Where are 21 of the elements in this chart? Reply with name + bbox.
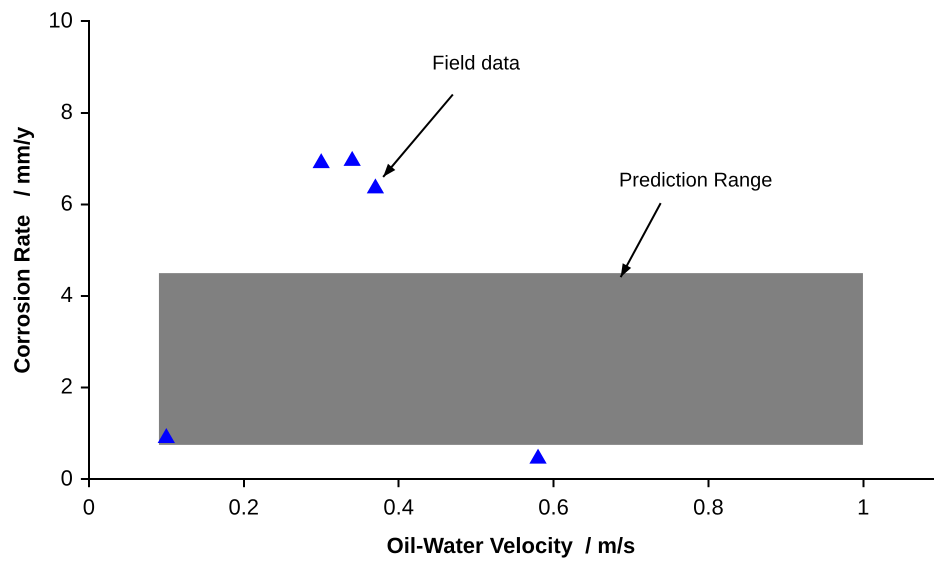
x-tick-label: 0.2 (228, 494, 260, 520)
point (344, 151, 360, 166)
x-tick-label: 0.6 (538, 494, 569, 520)
x-axis-title: Oil-Water Velocity / m/s (386, 532, 636, 558)
x-tick-label: 0 (82, 494, 95, 520)
y-tick-label: 10 (48, 7, 73, 32)
y-tick-label: 4 (60, 282, 73, 308)
point (158, 428, 175, 443)
point (530, 449, 546, 464)
x-tick-label: 1 (857, 494, 870, 520)
x-tick-label: 0.8 (693, 494, 724, 520)
point (312, 154, 330, 168)
y-axis-title: Corrosion Rate / mm/y (9, 126, 34, 374)
y-tick-label: 6 (60, 190, 73, 216)
y-tick-label: 0 (60, 465, 73, 490)
y-tick-label: 2 (60, 374, 73, 399)
y-tick-label: 8 (60, 98, 73, 124)
point (367, 178, 384, 194)
x-tick-label: 0.4 (383, 494, 414, 520)
band-label: Prediction Range (618, 170, 772, 192)
annotation: Field data (432, 52, 521, 74)
